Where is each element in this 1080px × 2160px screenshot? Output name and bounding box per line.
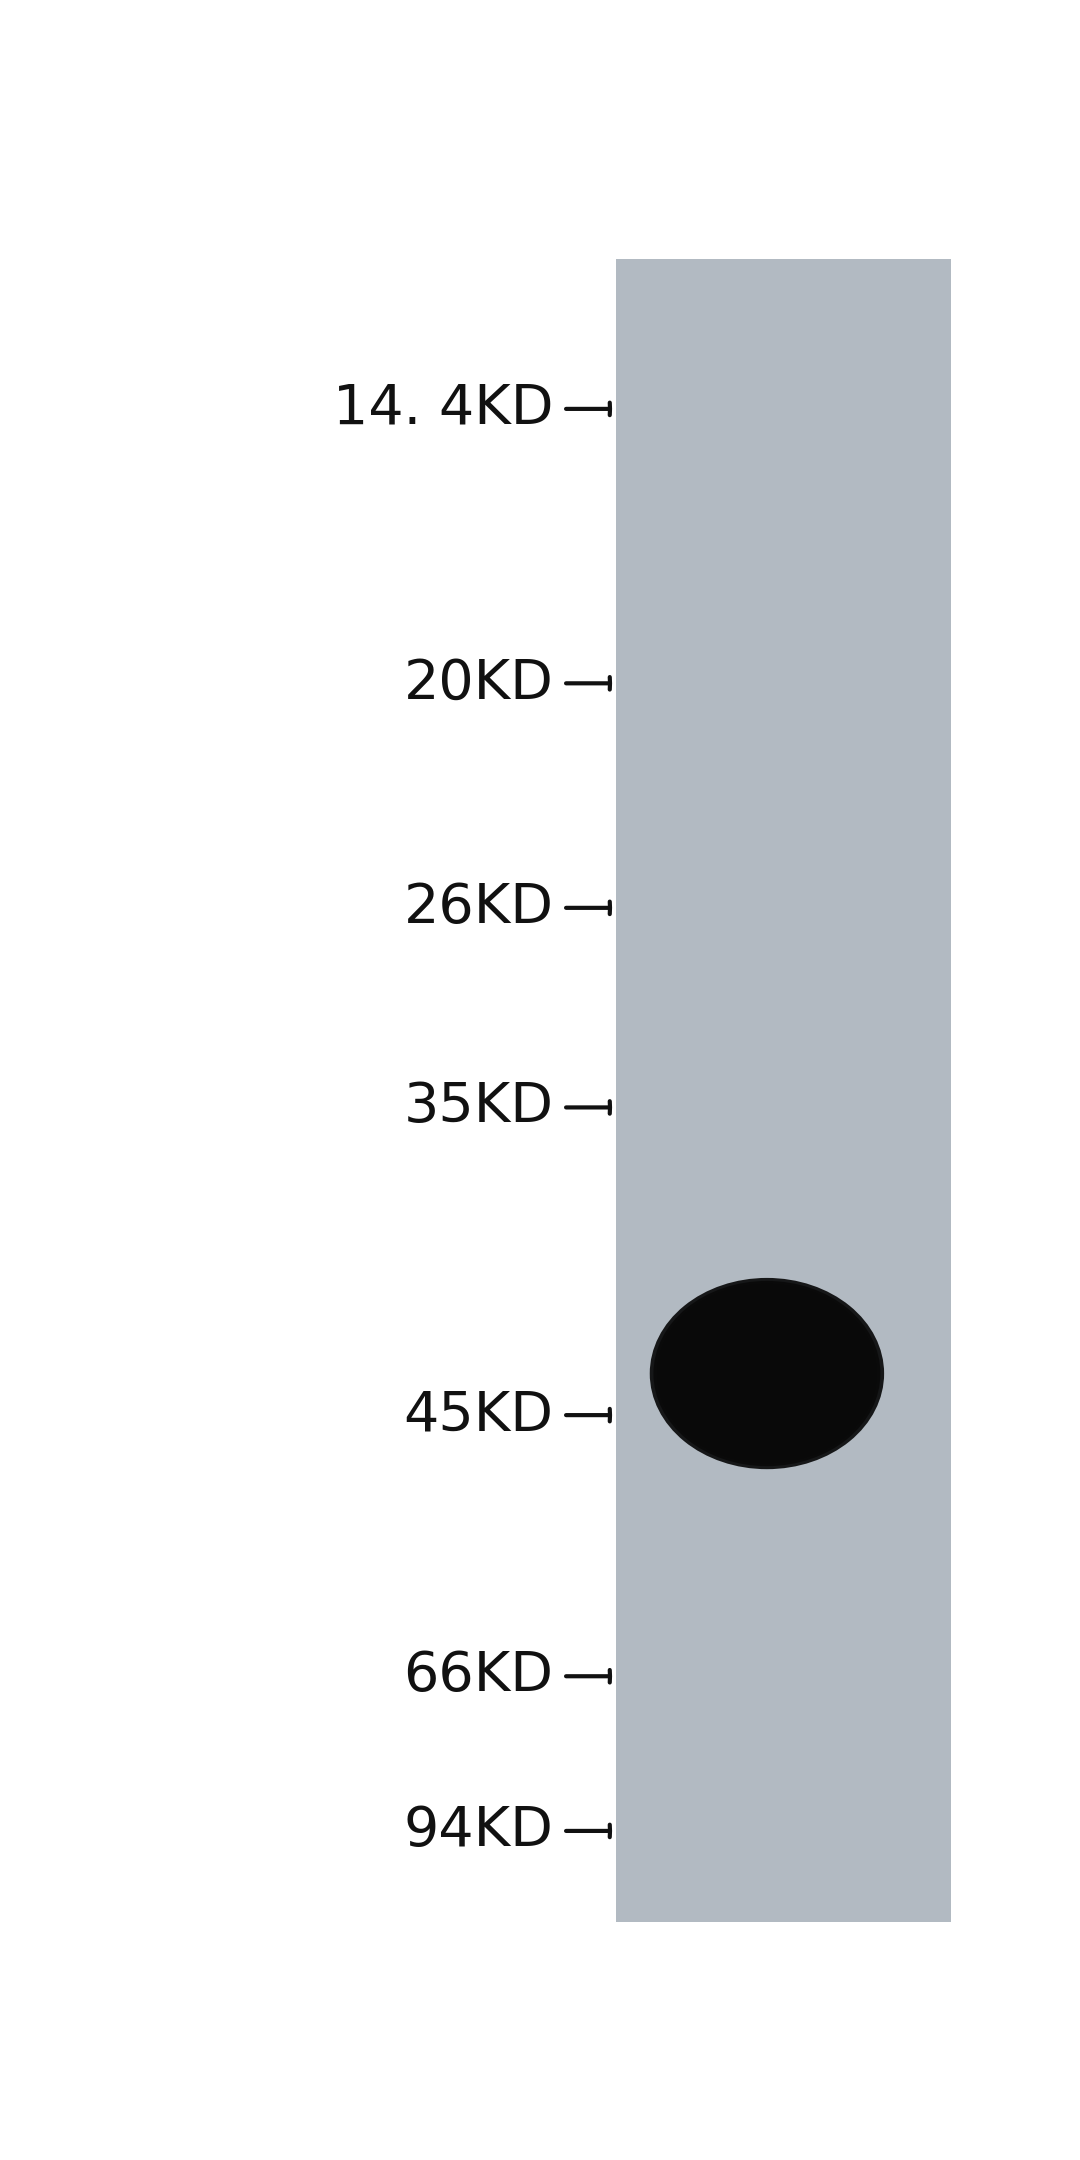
Ellipse shape: [669, 1294, 866, 1454]
Ellipse shape: [723, 1337, 811, 1410]
Ellipse shape: [690, 1311, 843, 1436]
Ellipse shape: [698, 1318, 837, 1430]
Text: 35KD: 35KD: [404, 1080, 554, 1134]
Text: 26KD: 26KD: [404, 881, 554, 935]
Ellipse shape: [683, 1305, 851, 1443]
Ellipse shape: [675, 1298, 859, 1447]
Ellipse shape: [664, 1290, 869, 1458]
Ellipse shape: [687, 1307, 848, 1439]
Ellipse shape: [719, 1335, 814, 1413]
Ellipse shape: [657, 1283, 877, 1462]
Ellipse shape: [653, 1281, 880, 1467]
Text: 45KD: 45KD: [404, 1389, 554, 1443]
Ellipse shape: [701, 1320, 833, 1428]
Ellipse shape: [730, 1344, 804, 1404]
Ellipse shape: [693, 1313, 840, 1434]
Ellipse shape: [716, 1333, 819, 1415]
Ellipse shape: [672, 1296, 862, 1452]
Ellipse shape: [679, 1302, 855, 1445]
Ellipse shape: [712, 1328, 822, 1419]
Text: 14. 4KD: 14. 4KD: [333, 382, 554, 436]
Ellipse shape: [704, 1322, 829, 1423]
Text: 66KD: 66KD: [404, 1650, 554, 1704]
Text: 20KD: 20KD: [404, 657, 554, 711]
Ellipse shape: [708, 1326, 825, 1421]
FancyBboxPatch shape: [617, 259, 951, 1922]
Text: 94KD: 94KD: [404, 1804, 554, 1858]
Ellipse shape: [650, 1279, 885, 1469]
Ellipse shape: [727, 1341, 807, 1406]
Ellipse shape: [661, 1287, 873, 1460]
